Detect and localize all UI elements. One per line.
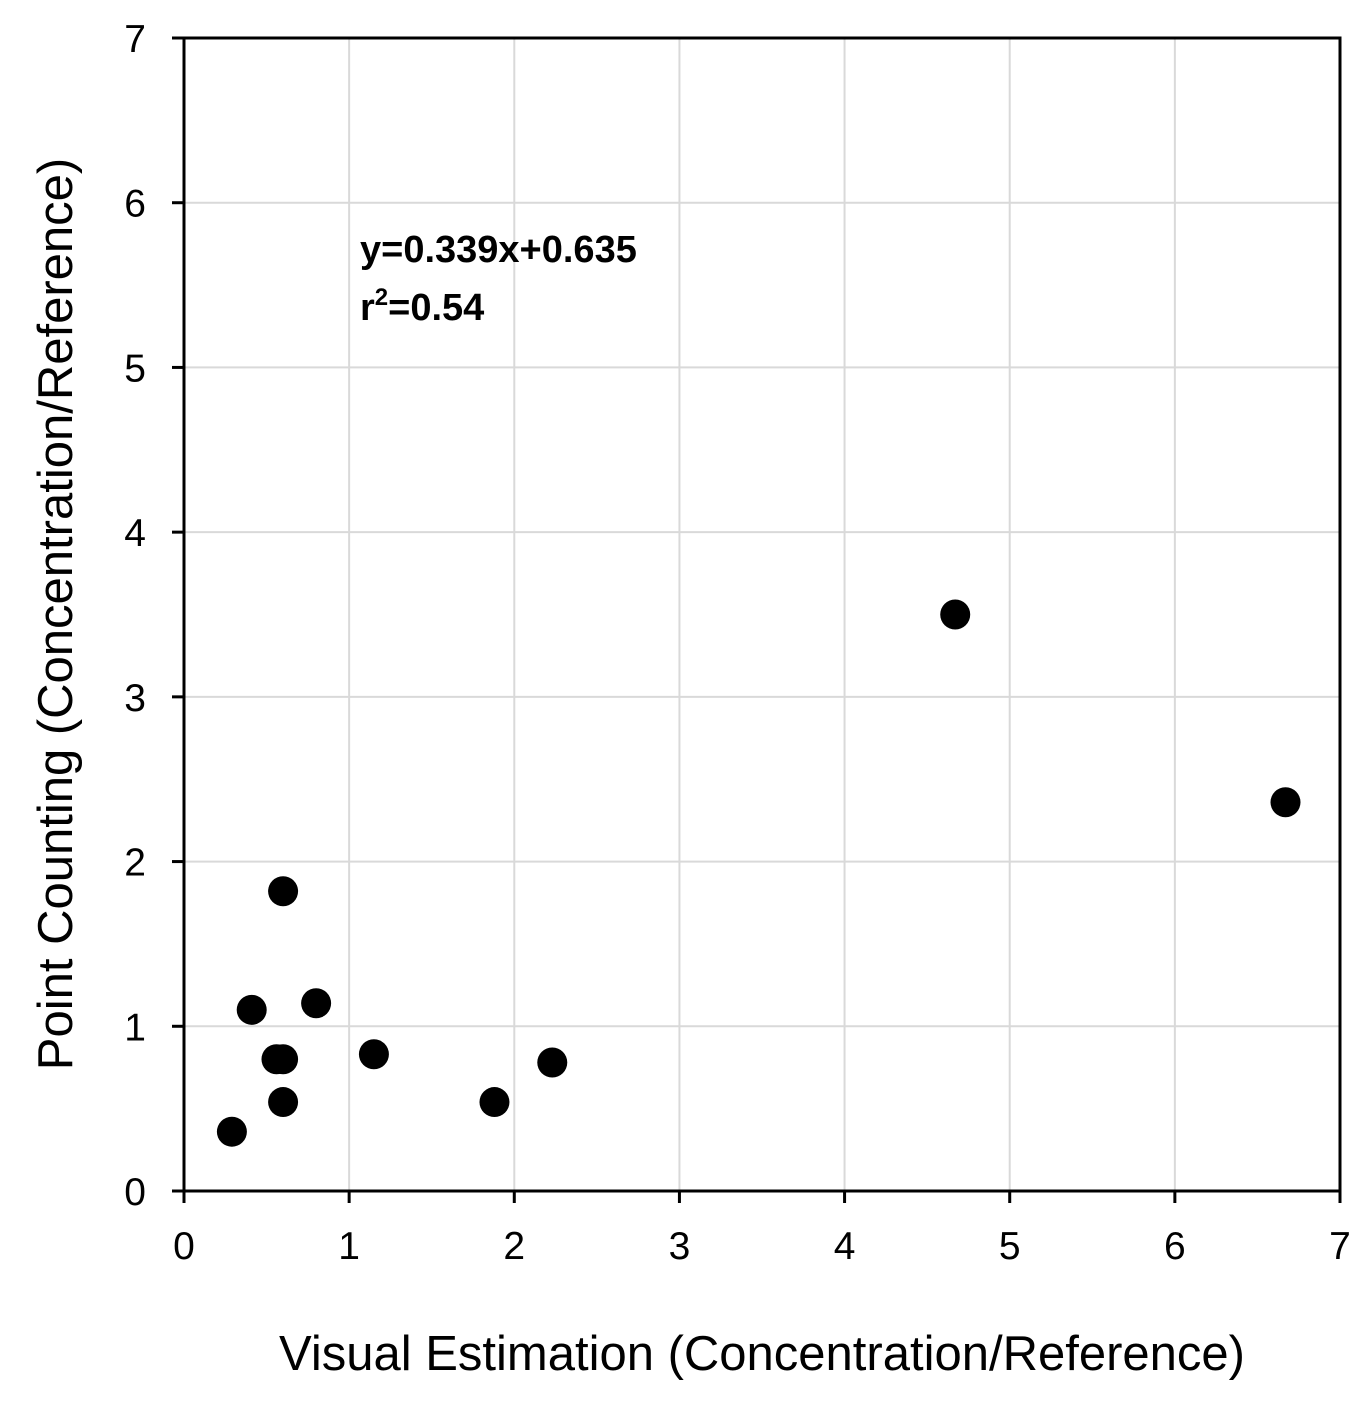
x-axis-title: Visual Estimation (Concentration/Referen… — [279, 1327, 1245, 1381]
y-tick-label: 7 — [124, 18, 146, 61]
y-tick-label: 4 — [124, 512, 146, 555]
r-squared-label: r2=0.54 — [360, 284, 484, 329]
y-tick-label: 3 — [124, 677, 146, 720]
data-point — [268, 1044, 299, 1075]
plot-frame — [182, 36, 1342, 1193]
data-point — [940, 599, 971, 630]
x-tick-label: 1 — [338, 1225, 360, 1268]
tick-labels: 0 1 2 3 4 5 6 7 0 1 2 3 4 5 6 7 — [124, 18, 1351, 1268]
axes — [172, 36, 1342, 1203]
y-axis-title: Point Counting (Concentration/Reference) — [29, 158, 83, 1070]
x-tick-label: 7 — [1329, 1225, 1351, 1268]
r-squared-value: =0.54 — [388, 287, 484, 329]
data-point — [236, 994, 267, 1025]
data-point — [216, 1116, 247, 1147]
data-point — [301, 988, 332, 1019]
data-point — [479, 1087, 510, 1118]
y-tick-label: 5 — [124, 347, 146, 390]
r-squared-base: r — [360, 287, 375, 329]
y-tick-label: 0 — [124, 1171, 146, 1214]
data-point — [268, 1087, 299, 1118]
x-tick-label: 2 — [503, 1225, 525, 1268]
r-squared-superscript: 2 — [375, 284, 388, 311]
y-tick-label: 6 — [124, 183, 146, 226]
x-tick-label: 4 — [834, 1225, 856, 1268]
data-points — [216, 599, 1301, 1147]
y-tick-label: 2 — [124, 842, 146, 885]
x-tick-label: 6 — [1164, 1225, 1186, 1268]
y-tick-label: 1 — [124, 1006, 146, 1049]
data-point — [537, 1047, 568, 1078]
data-point — [358, 1039, 389, 1070]
data-point — [1270, 787, 1301, 818]
x-tick-label: 5 — [999, 1225, 1021, 1268]
x-tick-label: 0 — [173, 1225, 195, 1268]
regression-equation: y=0.339x+0.635 — [360, 229, 637, 271]
grid-lines — [184, 38, 1340, 1191]
x-tick-label: 3 — [669, 1225, 691, 1268]
data-point — [268, 876, 299, 907]
